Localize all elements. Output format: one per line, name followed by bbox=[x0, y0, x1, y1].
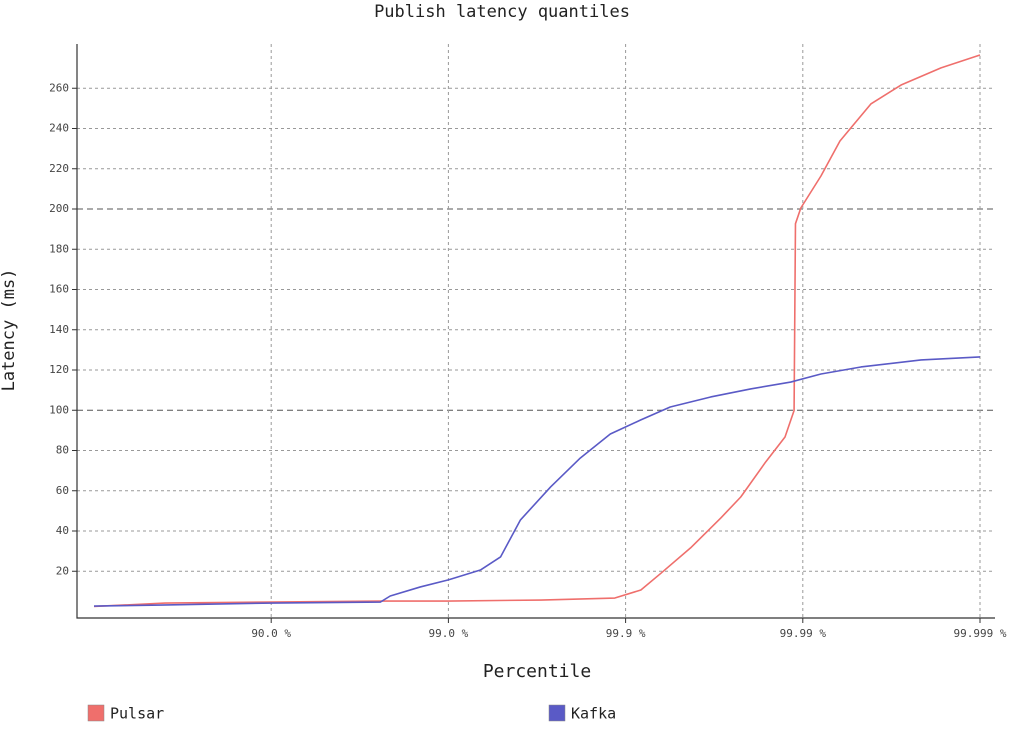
y-tick-label: 60 bbox=[56, 484, 69, 497]
x-tick-label: 90.0 % bbox=[251, 627, 291, 640]
y-tick-label: 100 bbox=[49, 403, 69, 416]
y-tick-label: 220 bbox=[49, 162, 69, 175]
legend-swatch bbox=[87, 704, 105, 722]
series-line bbox=[93, 356, 981, 607]
legend-label: Pulsar bbox=[110, 705, 164, 723]
axis-frame bbox=[76, 44, 995, 619]
x-tick-label: 99.999 % bbox=[954, 627, 1007, 640]
y-tick-label: 120 bbox=[49, 363, 69, 376]
y-tick-label: 240 bbox=[49, 122, 69, 135]
y-tick-label: 20 bbox=[56, 564, 69, 577]
x-axis-title: Percentile bbox=[483, 661, 591, 682]
y-tick-label: 200 bbox=[49, 202, 69, 215]
chart-title: Publish latency quantiles bbox=[374, 2, 630, 22]
x-tick-label: 99.99 % bbox=[780, 627, 827, 640]
y-tick-label: 80 bbox=[56, 444, 69, 457]
y-tick-label: 140 bbox=[49, 323, 69, 336]
x-tick-label: 99.9 % bbox=[606, 627, 646, 640]
y-tick-label: 40 bbox=[56, 524, 69, 537]
y-axis-title: Latency (ms) bbox=[0, 269, 19, 392]
legend-swatch bbox=[548, 704, 566, 722]
legend-label: Kafka bbox=[571, 705, 616, 723]
x-tick-label: 99.0 % bbox=[429, 627, 469, 640]
y-tick-label: 160 bbox=[49, 283, 69, 296]
series-line bbox=[93, 54, 981, 608]
y-tick-label: 260 bbox=[49, 81, 69, 94]
y-tick-label: 180 bbox=[49, 242, 69, 255]
